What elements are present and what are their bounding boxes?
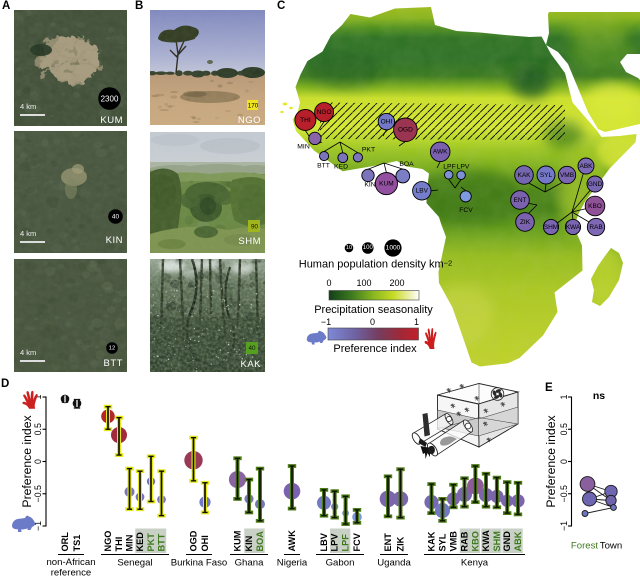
svg-text:KWA: KWA [481,530,491,552]
svg-text:PKT: PKT [362,147,375,154]
svg-text:LPF: LPF [341,534,351,552]
svg-text:200: 200 [389,278,404,288]
svg-text:PKT: PKT [146,533,156,552]
svg-text:1: 1 [414,317,419,327]
svg-text:ENT: ENT [383,533,393,552]
svg-text:VMB: VMB [448,531,458,552]
svg-text:ZIK: ZIK [396,536,406,551]
svg-text:12: 12 [109,346,115,352]
svg-text:Precipitation seasonality: Precipitation seasonality [314,304,433,316]
svg-text:NGO: NGO [103,531,113,552]
svg-text:KBO: KBO [470,531,480,551]
svg-text:Preference index: Preference index [333,343,417,355]
svg-text:VMB: VMB [560,172,574,179]
svg-text:BOA: BOA [255,531,265,552]
svg-text:SYL: SYL [438,533,448,551]
svg-text:0: 0 [559,459,569,464]
svg-text:KBO: KBO [588,203,602,210]
svg-text:non-African: non-African [46,557,95,568]
svg-text:Kenya: Kenya [461,558,489,569]
svg-text:LBV: LBV [416,188,429,195]
svg-text:Preference index: Preference index [544,415,558,507]
svg-text:KED: KED [135,532,145,552]
svg-text:FCV: FCV [352,532,362,551]
svg-text:SYL: SYL [540,172,553,179]
svg-text:ABK: ABK [579,163,593,170]
svg-text:1: 1 [33,394,43,399]
svg-text:10: 10 [346,245,352,251]
svg-text:KED: KED [334,164,348,171]
svg-text:BTT: BTT [157,533,167,551]
svg-text:LPV: LPV [330,533,340,552]
svg-text:LPF: LPF [443,164,455,171]
svg-text:TS1: TS1 [72,535,82,552]
svg-text:ORL: ORL [60,532,70,552]
svg-text:KAK: KAK [427,531,437,551]
svg-text:FCV: FCV [459,207,473,214]
svg-text:0: 0 [326,278,331,288]
svg-text:ABK: ABK [513,531,523,551]
svg-text:Forest: Forest [571,541,599,552]
svg-text:0: 0 [33,459,43,464]
svg-text:0.5: 0.5 [559,423,569,435]
svg-text:OHI: OHI [381,118,393,125]
svg-text:Ghana: Ghana [235,558,264,569]
svg-text:LPV: LPV [457,164,470,171]
svg-text:OGD: OGD [398,127,413,134]
svg-text:40: 40 [112,214,120,221]
svg-text:RAB: RAB [460,531,470,551]
svg-text:Gabon: Gabon [326,558,355,569]
svg-text:Burkina Faso: Burkina Faso [171,558,228,569]
svg-text:KWA: KWA [566,224,581,231]
svg-text:Uganda: Uganda [377,558,411,569]
svg-text:ENT: ENT [514,197,527,204]
svg-text:ns: ns [593,390,605,402]
svg-text:AWK: AWK [433,149,448,156]
svg-text:RAB: RAB [589,224,602,231]
svg-text:1: 1 [559,394,569,399]
svg-text:90: 90 [251,224,259,231]
svg-text:−1: −1 [33,521,43,531]
svg-text:THI: THI [114,537,124,552]
svg-text:KAK: KAK [517,172,531,179]
svg-text:100: 100 [363,245,374,251]
svg-text:−1: −1 [559,521,569,531]
svg-text:Preference index: Preference index [20,415,34,507]
svg-text:−0.5: −0.5 [33,485,43,502]
svg-text:KUM: KUM [233,530,243,551]
svg-text:40: 40 [248,345,256,352]
svg-text:THI: THI [300,117,311,124]
svg-text:SHM: SHM [544,224,558,231]
svg-text:MIN: MIN [125,534,135,551]
svg-text:−1: −1 [321,317,331,327]
svg-text:GND: GND [502,531,512,552]
svg-text:MIN: MIN [297,144,310,151]
svg-text:2300: 2300 [101,95,119,104]
svg-text:Human population density km−2: Human population density km−2 [299,258,452,270]
svg-text:ZIK: ZIK [520,219,531,226]
svg-text:0.5: 0.5 [33,423,43,435]
svg-text:KUM: KUM [379,180,393,187]
svg-text:AWK: AWK [287,530,297,552]
svg-text:LBV: LBV [319,532,329,551]
svg-text:reference: reference [51,568,92,577]
svg-text:Town: Town [600,541,622,552]
svg-text:NGO: NGO [317,109,332,116]
svg-text:BOA: BOA [399,161,414,168]
svg-text:OGD: OGD [189,530,199,551]
svg-text:KIN: KIN [364,182,375,189]
svg-text:OHI: OHI [200,535,210,551]
svg-text:Senegal: Senegal [117,558,152,569]
svg-text:SHM: SHM [492,531,502,552]
svg-text:−0.5: −0.5 [559,485,569,502]
svg-text:Nigeria: Nigeria [277,558,308,569]
svg-text:KIN: KIN [244,535,254,551]
svg-text:1000: 1000 [386,245,401,252]
svg-text:170: 170 [248,103,258,110]
svg-text:GND: GND [588,181,603,188]
svg-text:100: 100 [356,278,371,288]
svg-text:0: 0 [370,317,375,327]
svg-text:BTT: BTT [317,163,330,170]
